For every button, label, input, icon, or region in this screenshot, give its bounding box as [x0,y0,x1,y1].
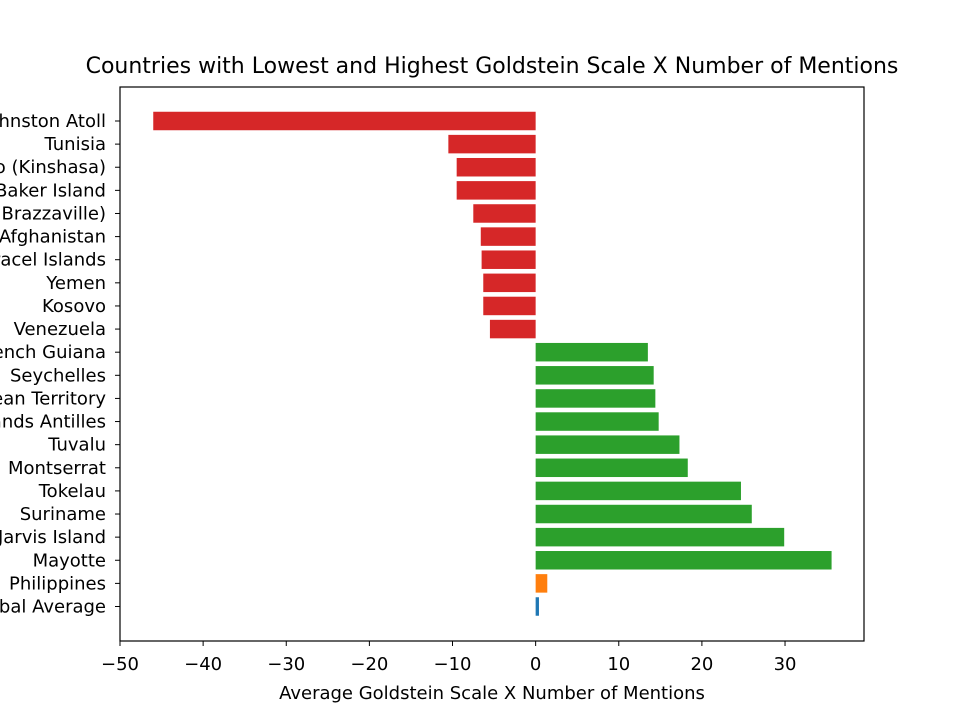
bar-8 [483,296,536,316]
bar-7 [483,273,536,293]
bar-4 [473,204,536,223]
bar-3 [456,181,536,200]
bar-17 [535,504,752,524]
x-tick-label: −30 [267,654,305,675]
x-tick-label: −40 [184,654,222,675]
y-tick-label: Netherlands Antilles [0,412,106,433]
y-tick-label: Paracel Islands [0,250,106,271]
y-tick-label: Tuvalu [47,435,106,456]
x-tick-label: 20 [690,654,713,675]
y-tick-label: Yemen [45,273,106,294]
y-axis-ticks: Johnston AtollTunisiaCongo (Kinshasa)Bak… [0,111,120,618]
x-axis-label: Average Goldstein Scale X Number of Ment… [279,683,705,704]
y-tick-label: Tokelau [38,481,106,502]
bar-14 [535,435,680,454]
bars-group [153,111,832,616]
plot-area-frame [119,86,865,642]
x-tick-label: 0 [530,654,541,675]
bar-12 [535,389,656,408]
y-tick-label: Kosovo [42,296,106,317]
bar-15 [535,458,688,478]
x-axis-ticks: −50 −40 −30 −20 −10 0 10 20 30 [101,641,796,675]
x-tick-label: 30 [774,654,797,675]
bar-2 [456,157,536,177]
y-tick-label: Global Average [0,597,106,618]
bar-11 [535,366,654,385]
bar-19 [535,551,832,570]
y-tick-label: Philippines [9,573,106,594]
bar-18 [535,527,785,547]
chart-title: Countries with Lowest and Highest Goldst… [86,54,899,79]
bar-5 [480,227,536,246]
y-tick-label: Mayotte [33,550,106,571]
y-tick-label: Johnston Atoll [0,111,106,132]
y-tick-label: British Indian Ocean Territory [0,388,106,409]
bar-20 [535,574,548,593]
bar-1 [448,134,536,154]
x-tick-label: −20 [350,654,388,675]
y-tick-label: Afghanistan [0,227,106,248]
y-tick-label: Jarvis Island [0,527,106,548]
bar-10 [535,342,648,362]
y-tick-label: Suriname [20,504,106,525]
y-tick-label: French Guiana [0,342,106,363]
bar-16 [535,481,741,501]
y-tick-label: Montserrat [8,458,106,479]
x-tick-label: 10 [607,654,630,675]
y-tick-label: Tunisia [44,134,107,155]
bar-9 [489,319,536,339]
bar-21 [535,597,539,616]
bar-6 [481,250,536,269]
y-tick-label: Venezuela [14,319,106,340]
x-tick-label: −10 [434,654,472,675]
bar-13 [535,412,659,431]
y-tick-label: Baker Island [0,180,106,201]
y-tick-label: Seychelles [10,365,106,386]
bar-0 [153,111,536,131]
y-tick-label: Congo (Kinshasa) [0,157,106,178]
y-tick-label: Congo (Brazzaville) [0,203,106,224]
x-tick-label: −50 [101,654,139,675]
